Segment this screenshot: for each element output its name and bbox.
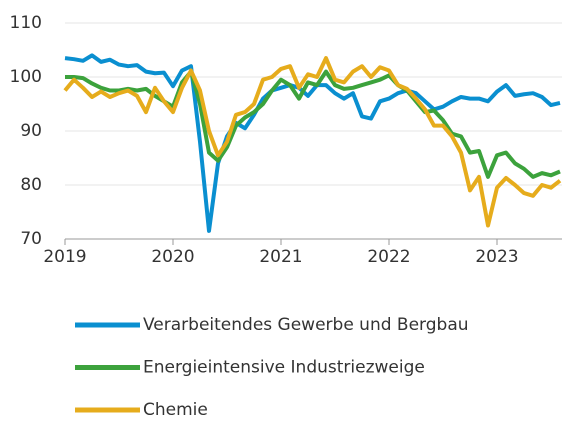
- series-line: [65, 69, 561, 179]
- y-tick-label: 70: [20, 229, 42, 249]
- legend-label: Energieintensive Industriezweige: [143, 358, 425, 378]
- series-line: [64, 53, 561, 233]
- y-tick-label: 80: [20, 175, 42, 195]
- y-tick-label: 100: [10, 67, 42, 87]
- y-tick-label: 110: [10, 13, 42, 33]
- x-tick-label: 2019: [43, 247, 86, 267]
- x-tick-label: 2021: [259, 247, 302, 267]
- y-tick-label: 90: [20, 121, 42, 141]
- legend-label: Verarbeitendes Gewerbe und Bergbau: [143, 315, 469, 335]
- x-tick-label: 2022: [367, 247, 410, 267]
- series-line: [63, 56, 562, 228]
- x-tick-label: 2020: [151, 247, 194, 267]
- x-tick-label: 2023: [475, 247, 518, 267]
- legend-label: Chemie: [143, 400, 208, 420]
